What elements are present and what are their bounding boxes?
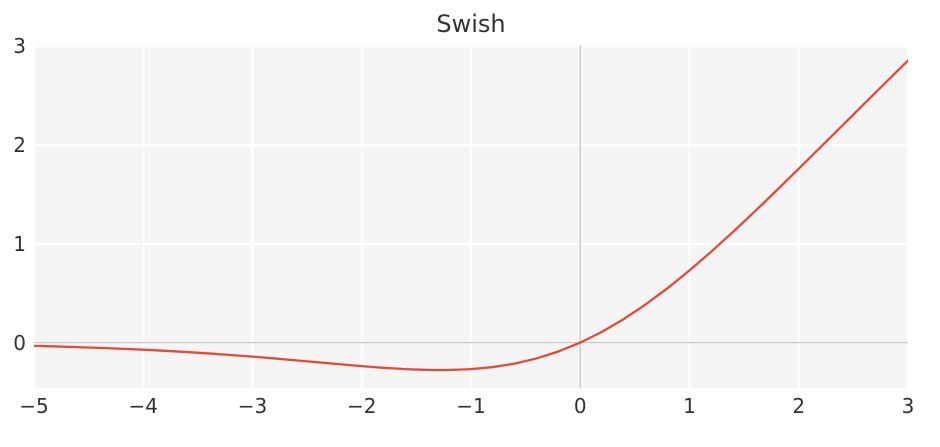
y-tick-label: 3 [13, 34, 26, 59]
x-tick-label: −1 [456, 394, 486, 418]
line-chart-canvas [34, 45, 908, 388]
y-tick-label: 2 [13, 133, 26, 158]
x-tick-label: −2 [347, 394, 377, 418]
x-tick-label: 3 [901, 394, 915, 418]
x-tick-label: 1 [683, 394, 696, 418]
plot-area [34, 45, 908, 388]
x-tick-label: −4 [128, 394, 158, 418]
x-tick-label: 2 [792, 394, 806, 418]
y-tick-label: 0 [13, 330, 26, 355]
x-tick-label: −5 [19, 394, 49, 418]
series-swish-line [34, 59, 908, 372]
x-tick-label: 0 [573, 394, 587, 418]
chart-title: Swish [436, 10, 506, 38]
x-tick-label: −3 [237, 394, 268, 418]
y-tick-label: 1 [13, 231, 26, 256]
